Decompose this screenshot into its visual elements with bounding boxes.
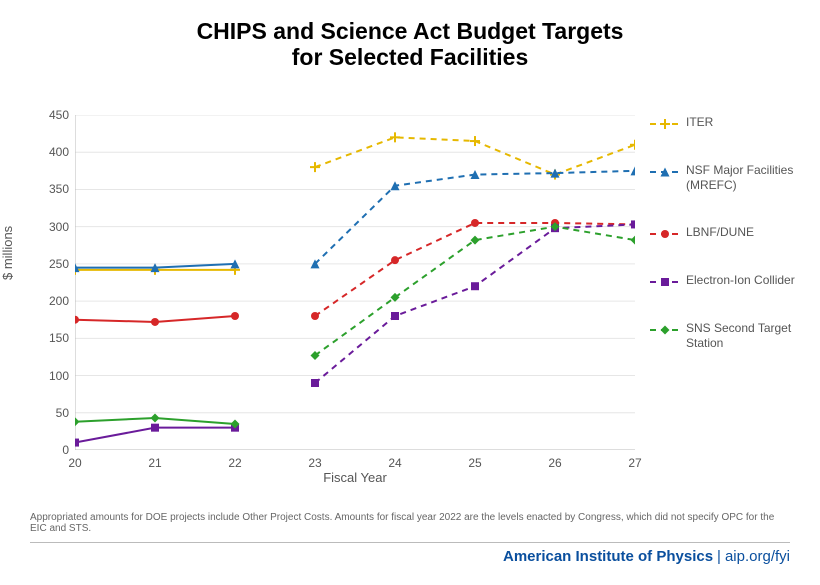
chart-footnote: Appropriated amounts for DOE projects in…: [30, 512, 790, 543]
legend-swatch-icon: [650, 165, 680, 179]
x-tick-label: 26: [540, 450, 570, 470]
x-tick-label: 27: [620, 450, 650, 470]
legend-item-iter: ITER: [650, 115, 810, 131]
x-axis-label: Fiscal Year: [75, 470, 635, 485]
chart-svg: [75, 115, 635, 450]
y-tick-label: 400: [29, 145, 75, 159]
y-axis-label: $ millions: [0, 226, 15, 280]
series-sns-sts: [75, 222, 635, 428]
legend-swatch-icon: [650, 227, 680, 241]
chart-page: { "title_line1": "CHIPS and Science Act …: [0, 0, 820, 585]
legend: ITER NSF Major Facilities (MREFC) LBNF/DUN…: [650, 115, 810, 383]
legend-label: SNS Second Target Station: [686, 321, 810, 351]
legend-label: Electron-Ion Collider: [686, 273, 795, 288]
x-tick-label: 24: [380, 450, 410, 470]
y-tick-label: 50: [29, 406, 75, 420]
legend-swatch-icon: [650, 323, 680, 337]
x-tick-label: 23: [300, 450, 330, 470]
y-tick-label: 300: [29, 220, 75, 234]
chart-title-line2: for Selected Facilities: [0, 44, 820, 70]
x-tick-label: 25: [460, 450, 490, 470]
x-tick-label: 20: [60, 450, 90, 470]
x-tick-label: 22: [220, 450, 250, 470]
y-tick-label: 200: [29, 294, 75, 308]
legend-item-eic: Electron-Ion Collider: [650, 273, 810, 289]
branding: American Institute of Physics|aip.org/fy…: [503, 548, 790, 565]
legend-item-nsf-mrefc: NSF Major Facilities (MREFC): [650, 163, 810, 193]
chart-title-line1: CHIPS and Science Act Budget Targets: [0, 18, 820, 44]
y-tick-label: 250: [29, 257, 75, 271]
branding-org: American Institute of Physics: [503, 548, 713, 565]
y-tick-label: 350: [29, 182, 75, 196]
legend-label: NSF Major Facilities (MREFC): [686, 163, 810, 193]
x-tick-label: 21: [140, 450, 170, 470]
y-tick-label: 100: [29, 369, 75, 383]
series-nsf-mrefc: [75, 166, 635, 272]
series-lbnf-dune: [75, 219, 635, 326]
chart-title: CHIPS and Science Act Budget Targets for…: [0, 18, 820, 71]
legend-label: LBNF/DUNE: [686, 225, 754, 240]
plot-area: 0501001502002503003504004502021222324252…: [75, 115, 635, 450]
y-tick-label: 450: [29, 108, 75, 122]
legend-label: ITER: [686, 115, 713, 130]
legend-swatch-icon: [650, 117, 680, 131]
y-tick-label: 150: [29, 331, 75, 345]
legend-item-sns-sts: SNS Second Target Station: [650, 321, 810, 351]
branding-url: aip.org/fyi: [725, 548, 790, 565]
legend-item-lbnf-dune: LBNF/DUNE: [650, 225, 810, 241]
branding-separator: |: [713, 548, 725, 565]
legend-swatch-icon: [650, 275, 680, 289]
series-iter: [75, 132, 635, 275]
